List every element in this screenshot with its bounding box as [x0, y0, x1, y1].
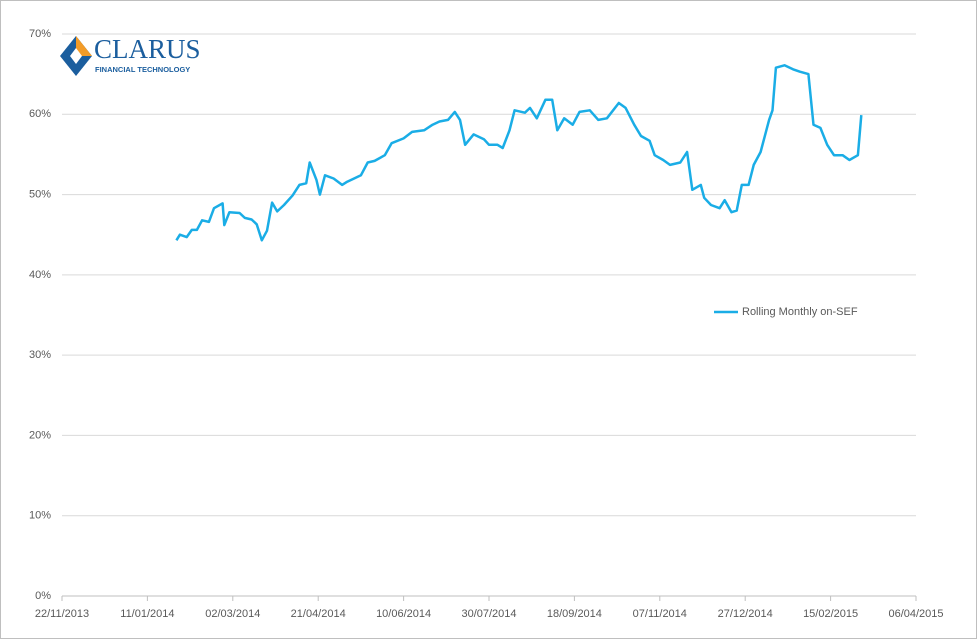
y-tick-label: 10% [29, 510, 51, 522]
y-tick-label: 0% [35, 590, 51, 602]
legend-label: Rolling Monthly on-SEF [742, 306, 858, 318]
x-tick-label: 10/06/2014 [376, 608, 431, 620]
y-tick-label: 60% [29, 108, 51, 120]
x-tick-label: 22/11/2013 [35, 608, 89, 620]
x-tick-label: 18/09/2014 [547, 608, 602, 620]
x-tick-label: 06/04/2015 [888, 608, 943, 620]
x-tick-label: 15/02/2015 [803, 608, 858, 620]
logo-tagline: FINANCIAL TECHNOLOGY [95, 65, 190, 74]
y-tick-label: 20% [29, 429, 51, 441]
x-tick-label: 02/03/2014 [205, 608, 260, 620]
x-tick-label: 30/07/2014 [461, 608, 516, 620]
y-tick-label: 40% [29, 269, 51, 281]
y-tick-label: 70% [29, 28, 51, 40]
logo-diamond-top [76, 36, 92, 56]
logo-name: CLARUS [94, 34, 201, 64]
logo-diamond-core [70, 48, 82, 64]
x-tick-label: 27/12/2014 [718, 608, 773, 620]
data-line [175, 64, 863, 242]
x-tick-label: 11/01/2014 [120, 608, 174, 620]
x-tick-label: 07/11/2014 [633, 608, 687, 620]
logo: CLARUS FINANCIAL TECHNOLOGY [60, 34, 201, 76]
x-tick-label: 21/04/2014 [291, 608, 346, 620]
y-tick-label: 30% [29, 349, 51, 361]
y-tick-label: 50% [29, 188, 51, 200]
